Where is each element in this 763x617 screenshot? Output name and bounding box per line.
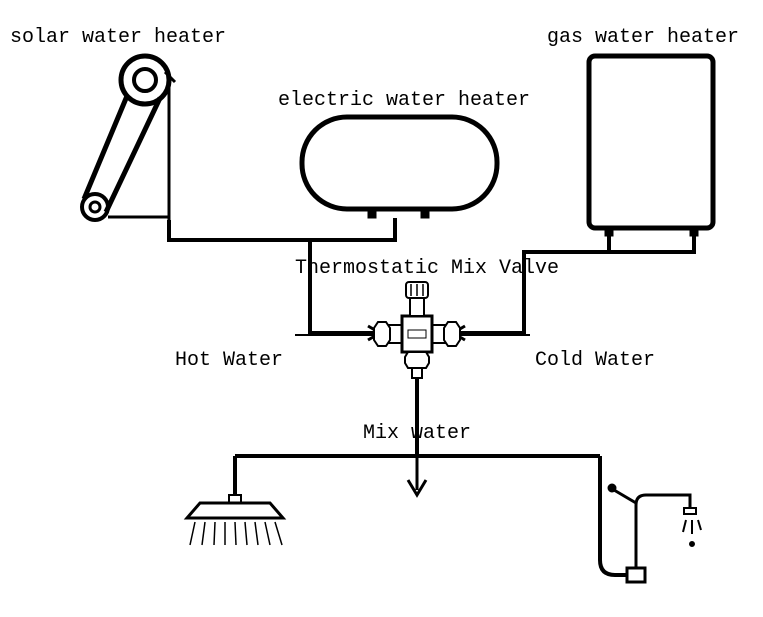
gas-heater-icon (589, 56, 713, 236)
solar-label: solar water heater (10, 26, 226, 49)
cold-pipe (453, 236, 694, 340)
electric-heater-icon (302, 117, 497, 218)
electric-label: electric water heater (278, 89, 530, 112)
cold-water-label: Cold Water (535, 349, 655, 372)
hot-water-label: Hot Water (175, 349, 283, 372)
shower-head-icon (187, 495, 283, 545)
mix-valve-icon (374, 282, 460, 378)
solar-heater-icon (82, 56, 175, 220)
gas-label: gas water heater (547, 26, 739, 49)
mix-pipe (235, 378, 627, 575)
faucet-icon (609, 485, 701, 582)
valve-label: Thermostatic Mix Valve (295, 257, 559, 280)
